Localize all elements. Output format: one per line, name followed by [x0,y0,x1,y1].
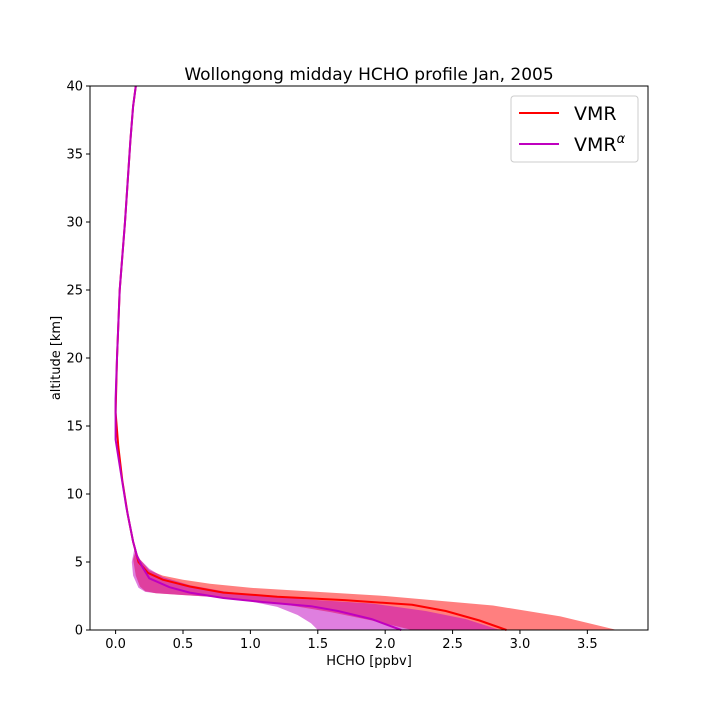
uncertainty-band-vmr [133,551,617,630]
x-tick-label: 1.0 [240,637,261,652]
y-tick-label: 30 [66,216,83,231]
y-axis-label: altitude [km] [49,316,64,400]
y-tick-label: 20 [66,352,83,367]
legend-label-superscript: α [617,132,626,147]
legend-label-vmr-alpha: VMRα [574,132,626,156]
y-tick-label: 15 [66,420,83,435]
y-tick-label: 0 [75,624,83,639]
x-tick-label: 0.0 [105,637,126,652]
series-line-vmr-alpha [114,85,402,631]
x-tick-label: 3.5 [577,637,598,652]
x-tick-label: 2.5 [442,637,463,652]
legend-label-text: VMR [574,103,617,125]
y-tick-label: 35 [66,148,83,163]
y-tick-label: 5 [75,556,83,571]
y-tick-label: 25 [66,284,83,299]
x-axis-label: HCHO [ppbv] [326,654,412,669]
x-tick-label: 3.0 [510,637,531,652]
x-tick-label: 1.5 [307,637,328,652]
legend-label-text: VMR [574,134,617,156]
y-tick-label: 10 [66,488,83,503]
axes: 0.0 0.5 1.0 1.5 2.0 2.5 3.0 3.5 0 5 10 15 20 25 30 35 40 [66,80,649,652]
legend-label-vmr: VMR [574,103,617,125]
y-tick-label: 40 [66,80,83,95]
plot-area [114,85,617,631]
x-tick-label: 2.0 [375,637,396,652]
uncertainty-band-vmr-alpha [131,548,500,630]
x-tick-label: 0.5 [173,637,194,652]
chart-title: Wollongong midday HCHO profile Jan, 2005 [184,65,553,85]
